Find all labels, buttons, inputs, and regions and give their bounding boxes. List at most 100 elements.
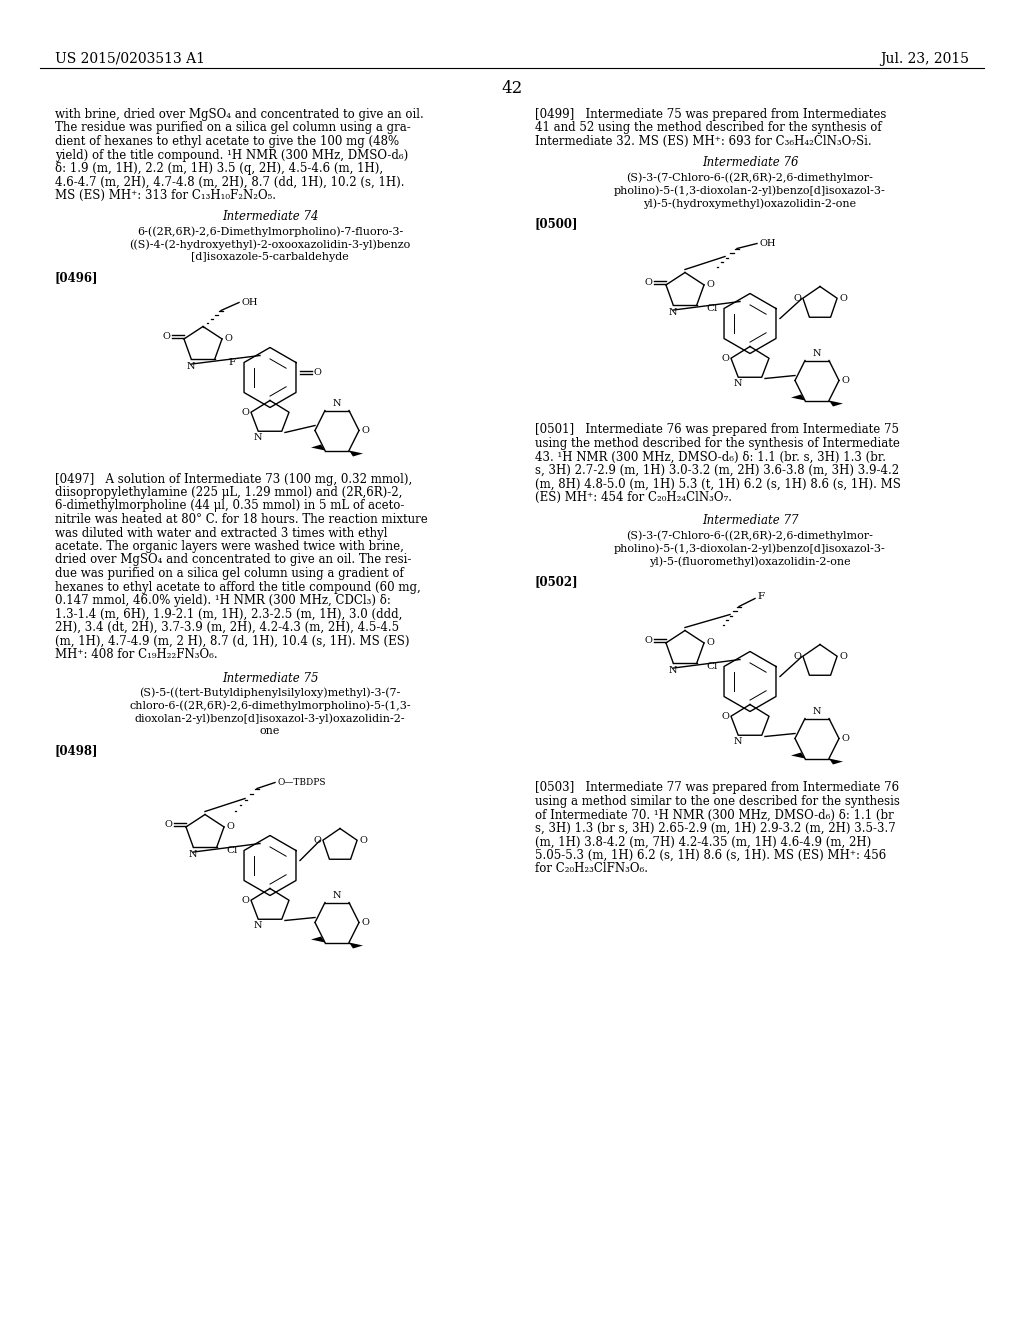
Text: [0502]: [0502] — [535, 576, 579, 589]
Text: O: O — [841, 734, 849, 743]
Text: of Intermediate 70. ¹H NMR (300 MHz, DMSO-d₆) δ: 1.1 (br: of Intermediate 70. ¹H NMR (300 MHz, DMS… — [535, 808, 894, 821]
Text: Intermediate 32. MS (ES) MH⁺: 693 for C₃₆H₄₂ClN₃O₇Si.: Intermediate 32. MS (ES) MH⁺: 693 for C₃… — [535, 135, 871, 148]
Text: O: O — [313, 836, 321, 845]
Text: with brine, dried over MgSO₄ and concentrated to give an oil.: with brine, dried over MgSO₄ and concent… — [55, 108, 424, 121]
Text: N: N — [333, 891, 341, 900]
Text: Intermediate 74: Intermediate 74 — [222, 210, 318, 223]
Text: pholino)-5-(1,3-dioxolan-2-yl)benzo[d]isoxazol-3-: pholino)-5-(1,3-dioxolan-2-yl)benzo[d]is… — [614, 544, 886, 554]
Polygon shape — [791, 395, 805, 400]
Text: Intermediate 77: Intermediate 77 — [701, 515, 799, 528]
Text: [0503]   Intermediate 77 was prepared from Intermediate 76: [0503] Intermediate 77 was prepared from… — [535, 781, 899, 795]
Text: (ES) MH⁺: 454 for C₂₀H₂₄ClN₃O₇.: (ES) MH⁺: 454 for C₂₀H₂₄ClN₃O₇. — [535, 491, 732, 504]
Text: 6-((2R,6R)-2,6-Dimethylmorpholino)-7-fluoro-3-: 6-((2R,6R)-2,6-Dimethylmorpholino)-7-flu… — [137, 227, 403, 238]
Text: O: O — [793, 294, 801, 302]
Text: acetate. The organic layers were washed twice with brine,: acetate. The organic layers were washed … — [55, 540, 403, 553]
Text: (m, 1H), 4.7-4.9 (m, 2 H), 8.7 (d, 1H), 10.4 (s, 1H). MS (ES): (m, 1H), 4.7-4.9 (m, 2 H), 8.7 (d, 1H), … — [55, 635, 410, 648]
Text: O: O — [793, 652, 801, 661]
Text: 5.05-5.3 (m, 1H) 6.2 (s, 1H) 8.6 (s, 1H). MS (ES) MH⁺: 456: 5.05-5.3 (m, 1H) 6.2 (s, 1H) 8.6 (s, 1H)… — [535, 849, 886, 862]
Text: δ: 1.9 (m, 1H), 2.2 (m, 1H) 3.5 (q, 2H), 4.5-4.6 (m, 1H),: δ: 1.9 (m, 1H), 2.2 (m, 1H) 3.5 (q, 2H),… — [55, 162, 383, 176]
Text: [0499]   Intermediate 75 was prepared from Intermediates: [0499] Intermediate 75 was prepared from… — [535, 108, 887, 121]
Text: OH: OH — [759, 239, 775, 248]
Text: US 2015/0203513 A1: US 2015/0203513 A1 — [55, 51, 205, 66]
Text: N: N — [333, 400, 341, 408]
Text: N: N — [187, 362, 196, 371]
Text: O: O — [224, 334, 231, 343]
Text: yl)-5-(hydroxymethyl)oxazolidin-2-one: yl)-5-(hydroxymethyl)oxazolidin-2-one — [643, 198, 856, 209]
Text: N: N — [254, 433, 262, 442]
Polygon shape — [349, 450, 362, 457]
Text: 41 and 52 using the method described for the synthesis of: 41 and 52 using the method described for… — [535, 121, 882, 135]
Text: Intermediate 76: Intermediate 76 — [701, 157, 799, 169]
Text: O: O — [361, 917, 369, 927]
Polygon shape — [349, 942, 362, 949]
Text: Intermediate 75: Intermediate 75 — [222, 672, 318, 685]
Text: Jul. 23, 2015: Jul. 23, 2015 — [880, 51, 969, 66]
Text: 6-dimethylmorpholine (44 μl, 0.35 mmol) in 5 mL of aceto-: 6-dimethylmorpholine (44 μl, 0.35 mmol) … — [55, 499, 404, 512]
Text: O: O — [721, 711, 729, 721]
Text: Cl: Cl — [707, 304, 718, 313]
Text: N: N — [669, 667, 678, 675]
Text: [d]isoxazole-5-carbaldehyde: [d]isoxazole-5-carbaldehyde — [191, 252, 349, 263]
Text: N: N — [813, 350, 821, 359]
Text: O: O — [644, 279, 652, 288]
Text: dioxolan-2-yl)benzo[d]isoxazol-3-yl)oxazolidin-2-: dioxolan-2-yl)benzo[d]isoxazol-3-yl)oxaz… — [135, 714, 406, 725]
Text: OH: OH — [241, 298, 257, 308]
Text: 1.3-1.4 (m, 6H), 1.9-2.1 (m, 1H), 2.3-2.5 (m, 1H), 3.0 (ddd,: 1.3-1.4 (m, 6H), 1.9-2.1 (m, 1H), 2.3-2.… — [55, 607, 402, 620]
Text: O: O — [359, 836, 367, 845]
Text: O: O — [164, 821, 172, 829]
Text: 43. ¹H NMR (300 MHz, DMSO-d₆) δ: 1.1 (br. s, 3H) 1.3 (br.: 43. ¹H NMR (300 MHz, DMSO-d₆) δ: 1.1 (br… — [535, 450, 886, 463]
Text: N: N — [189, 850, 198, 859]
Text: was diluted with water and extracted 3 times with ethyl: was diluted with water and extracted 3 t… — [55, 527, 387, 540]
Text: s, 3H) 1.3 (br s, 3H) 2.65-2.9 (m, 1H) 2.9-3.2 (m, 2H) 3.5-3.7: s, 3H) 1.3 (br s, 3H) 2.65-2.9 (m, 1H) 2… — [535, 822, 896, 836]
Text: [0500]: [0500] — [535, 218, 579, 231]
Text: O: O — [839, 294, 847, 302]
Text: MH⁺: 408 for C₁₉H₂₂FN₃O₆.: MH⁺: 408 for C₁₉H₂₂FN₃O₆. — [55, 648, 218, 661]
Polygon shape — [829, 400, 843, 407]
Text: O: O — [644, 636, 652, 645]
Text: Cl: Cl — [707, 663, 718, 671]
Text: O: O — [841, 376, 849, 385]
Text: ((S)-4-(2-hydroxyethyl)-2-oxooxazolidin-3-yl)benzo: ((S)-4-(2-hydroxyethyl)-2-oxooxazolidin-… — [129, 239, 411, 249]
Text: s, 3H) 2.7-2.9 (m, 1H) 3.0-3.2 (m, 2H) 3.6-3.8 (m, 3H) 3.9-4.2: s, 3H) 2.7-2.9 (m, 1H) 3.0-3.2 (m, 2H) 3… — [535, 465, 899, 477]
Text: nitrile was heated at 80° C. for 18 hours. The reaction mixture: nitrile was heated at 80° C. for 18 hour… — [55, 513, 428, 525]
Text: dient of hexanes to ethyl acetate to give the 100 mg (48%: dient of hexanes to ethyl acetate to giv… — [55, 135, 399, 148]
Polygon shape — [311, 445, 325, 450]
Text: (S)-3-(7-Chloro-6-((2R,6R)-2,6-dimethylmor-: (S)-3-(7-Chloro-6-((2R,6R)-2,6-dimethylm… — [627, 531, 873, 541]
Text: [0498]: [0498] — [55, 744, 98, 758]
Polygon shape — [311, 936, 325, 942]
Text: O: O — [241, 896, 249, 904]
Text: O: O — [839, 652, 847, 661]
Text: O: O — [361, 426, 369, 436]
Text: Cl: Cl — [226, 846, 238, 855]
Text: (m, 8H) 4.8-5.0 (m, 1H) 5.3 (t, 1H) 6.2 (s, 1H) 8.6 (s, 1H). MS: (m, 8H) 4.8-5.0 (m, 1H) 5.3 (t, 1H) 6.2 … — [535, 478, 901, 491]
Text: yield) of the title compound. ¹H NMR (300 MHz, DMSO-d₆): yield) of the title compound. ¹H NMR (30… — [55, 149, 409, 161]
Text: N: N — [669, 308, 678, 317]
Text: due was purified on a silica gel column using a gradient of: due was purified on a silica gel column … — [55, 568, 403, 579]
Text: O: O — [721, 354, 729, 363]
Text: 0.147 mmol, 46.0% yield). ¹H NMR (300 MHz, CDCl₃) δ:: 0.147 mmol, 46.0% yield). ¹H NMR (300 MH… — [55, 594, 391, 607]
Text: N: N — [734, 738, 742, 746]
Text: chloro-6-((2R,6R)-2,6-dimethylmorpholino)-5-(1,3-: chloro-6-((2R,6R)-2,6-dimethylmorpholino… — [129, 701, 411, 711]
Text: F: F — [757, 591, 764, 601]
Text: MS (ES) MH⁺: 313 for C₁₃H₁₀F₂N₂O₅.: MS (ES) MH⁺: 313 for C₁₃H₁₀F₂N₂O₅. — [55, 189, 276, 202]
Text: [0497]   A solution of Intermediate 73 (100 mg, 0.32 mmol),: [0497] A solution of Intermediate 73 (10… — [55, 473, 413, 486]
Text: (S)-5-((tert-Butyldiphenylsilyloxy)methyl)-3-(7-: (S)-5-((tert-Butyldiphenylsilyloxy)methy… — [139, 688, 400, 698]
Text: 2H), 3.4 (dt, 2H), 3.7-3.9 (m, 2H), 4.2-4.3 (m, 2H), 4.5-4.5: 2H), 3.4 (dt, 2H), 3.7-3.9 (m, 2H), 4.2-… — [55, 620, 399, 634]
Text: hexanes to ethyl acetate to afford the title compound (60 mg,: hexanes to ethyl acetate to afford the t… — [55, 581, 421, 594]
Text: 42: 42 — [502, 81, 522, 96]
Text: pholino)-5-(1,3-dioxolan-2-yl)benzo[d]isoxazol-3-: pholino)-5-(1,3-dioxolan-2-yl)benzo[d]is… — [614, 186, 886, 197]
Text: N: N — [254, 921, 262, 931]
Polygon shape — [791, 752, 805, 759]
Text: using the method described for the synthesis of Intermediate: using the method described for the synth… — [535, 437, 900, 450]
Text: [0496]: [0496] — [55, 272, 98, 285]
Text: N: N — [734, 379, 742, 388]
Text: dried over MgSO₄ and concentrated to give an oil. The resi-: dried over MgSO₄ and concentrated to giv… — [55, 553, 412, 566]
Text: 4.6-4.7 (m, 2H), 4.7-4.8 (m, 2H), 8.7 (dd, 1H), 10.2 (s, 1H).: 4.6-4.7 (m, 2H), 4.7-4.8 (m, 2H), 8.7 (d… — [55, 176, 404, 189]
Text: O: O — [241, 408, 249, 417]
Text: The residue was purified on a silica gel column using a gra-: The residue was purified on a silica gel… — [55, 121, 411, 135]
Text: O: O — [162, 333, 170, 342]
Text: using a method similar to the one described for the synthesis: using a method similar to the one descri… — [535, 795, 900, 808]
Text: O: O — [706, 280, 714, 289]
Text: diisopropylethylamine (225 μL, 1.29 mmol) and (2R,6R)-2,: diisopropylethylamine (225 μL, 1.29 mmol… — [55, 486, 402, 499]
Text: one: one — [260, 726, 281, 737]
